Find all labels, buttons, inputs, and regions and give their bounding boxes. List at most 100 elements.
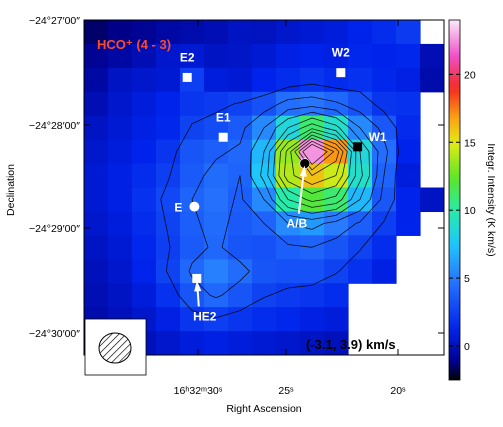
intensity-cell: [132, 115, 157, 141]
intensity-cell: [300, 211, 325, 236]
x-tick-label: 16ʰ32ᵐ30ˢ: [174, 385, 223, 397]
intensity-cell: [300, 20, 325, 45]
intensity-cell: [84, 235, 109, 260]
intensity-cell: [324, 283, 349, 308]
source-marker: [182, 72, 192, 82]
intensity-cell: [84, 20, 109, 45]
intensity-cell: [252, 20, 277, 45]
intensity-cell: [420, 43, 444, 69]
intensity-cell: [396, 163, 421, 189]
intensity-cell: [132, 91, 157, 117]
contour-line: [188, 96, 388, 299]
intensity-cell: [276, 91, 301, 117]
intensity-cell: [300, 259, 325, 284]
intensity-grid: [84, 20, 444, 355]
intensity-cell: [372, 20, 397, 45]
intensity-cell: [180, 307, 205, 332]
intensity-cell: [108, 139, 133, 165]
intensity-cell: [372, 235, 397, 260]
colorbar-tick-label: 10: [464, 205, 476, 217]
intensity-cell: [204, 139, 229, 165]
intensity-cell: [204, 283, 229, 308]
intensity-cell: [156, 20, 181, 45]
intensity-cell: [348, 211, 373, 236]
source-label: W1: [369, 130, 387, 144]
intensity-cell: [252, 259, 277, 284]
intensity-cell: [132, 211, 157, 236]
intensity-cell: [324, 20, 349, 45]
source-marker: [218, 132, 228, 142]
intensity-cell: [108, 91, 133, 117]
intensity-cell: [300, 43, 325, 69]
source-label: HE2: [193, 309, 217, 323]
intensity-cell: [132, 235, 157, 260]
intensity-cell: [156, 331, 181, 355]
intensity-cell: [348, 67, 373, 93]
intensity-cell: [156, 259, 181, 284]
intensity-cell: [324, 163, 349, 189]
intensity-cell: [132, 43, 157, 69]
beam-inset: [84, 318, 147, 376]
colorbar: 0 5 10 15 20: [448, 19, 476, 381]
intensity-cell: [180, 91, 205, 117]
intensity-cell: [84, 259, 109, 284]
contour-line: [249, 106, 379, 230]
intensity-cell: [204, 20, 229, 45]
intensity-cell: [180, 235, 205, 260]
intensity-cell: [132, 259, 157, 284]
intensity-cell: [156, 283, 181, 308]
colorbar-tick-label: 15: [464, 137, 476, 149]
intensity-cell: [348, 43, 373, 69]
contour-line: [298, 140, 335, 171]
axis-ticks: 16ʰ32ᵐ30ˢ 25ˢ 20ˢ −24°27′00″ −24°28′00″ −24°2…: [29, 15, 444, 397]
intensity-cell: [108, 235, 133, 260]
source-label: A/B: [286, 217, 307, 231]
source-marker: [192, 273, 202, 283]
intensity-cell: [276, 331, 301, 355]
intensity-cell: [300, 307, 325, 332]
colorbar-tick-label: 5: [464, 273, 470, 285]
intensity-cell: [324, 259, 349, 284]
intensity-cell: [204, 67, 229, 93]
velocity-range-label: (-3.1, 3.9) km/s: [306, 337, 396, 352]
intensity-cell: [84, 187, 109, 213]
intensity-cell: [372, 187, 397, 213]
chart-title: HCO⁺ (4 - 3): [97, 37, 171, 52]
intensity-cell: [276, 20, 301, 45]
x-axis-title: Right Ascension: [226, 403, 301, 415]
intensity-cell: [84, 91, 109, 117]
intensity-cell: [252, 235, 277, 260]
plot-frame: [83, 19, 445, 356]
intensity-cell: [420, 67, 444, 93]
pointer-arrowhead: [299, 165, 307, 177]
intensity-cell: [252, 43, 277, 69]
intensity-cell: [228, 211, 253, 236]
intensity-cell: [132, 283, 157, 308]
intensity-cell: [228, 67, 253, 93]
y-tick-label: −24°30′00″: [29, 328, 80, 340]
intensity-cell: [132, 187, 157, 213]
intensity-cell: [228, 259, 253, 284]
intensity-cell: [84, 211, 109, 236]
intensity-cell: [84, 163, 109, 189]
intensity-cell: [84, 115, 109, 141]
source-label: E1: [216, 110, 231, 124]
intensity-cell: [108, 67, 133, 93]
intensity-cell: [276, 259, 301, 284]
intensity-cell: [180, 43, 205, 69]
source-label: W2: [332, 46, 350, 60]
intensity-cell: [300, 115, 325, 141]
contour-line: [160, 83, 399, 319]
intensity-cell: [156, 67, 181, 93]
intensity-cell: [300, 283, 325, 308]
intensity-cell: [396, 67, 421, 93]
intensity-cell: [396, 91, 421, 117]
intensity-cell: [228, 235, 253, 260]
intensity-cell: [252, 67, 277, 93]
intensity-cell: [84, 139, 109, 165]
intensity-cell: [228, 115, 253, 141]
intensity-cell: [84, 283, 109, 308]
intensity-cell: [348, 20, 373, 45]
intensity-cell: [372, 43, 397, 69]
intensity-cell: [84, 43, 109, 69]
